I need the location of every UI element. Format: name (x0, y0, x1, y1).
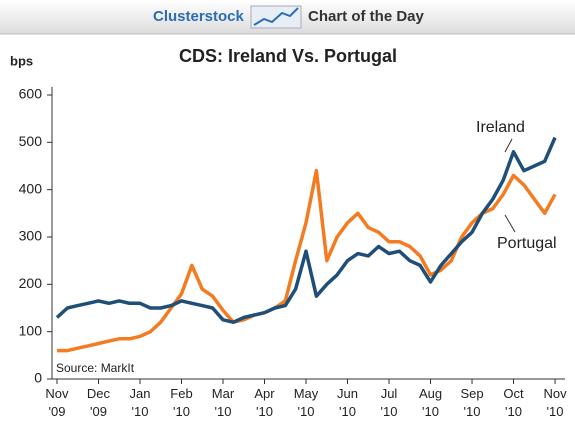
y-tick-label: 300 (19, 228, 43, 244)
x-tick-label: Jun '10 (337, 386, 358, 419)
annotation: Portugal (497, 235, 557, 252)
logo-icon (250, 5, 302, 29)
x-tick-label: Oct '10 (503, 386, 524, 419)
x-tick-label: Aug '10 (419, 386, 442, 419)
y-tick-label: 600 (19, 86, 43, 102)
x-tick-label: Nov '10 (543, 386, 567, 419)
x-tick-label: May '10 (294, 386, 319, 419)
chart-title: CDS: Ireland Vs. Portugal (179, 46, 397, 66)
y-tick-label: 200 (19, 275, 43, 291)
y-tick-label: 500 (19, 133, 43, 149)
source-note: Source: MarkIt (56, 361, 135, 375)
x-tick-label: Feb '10 (170, 386, 192, 419)
y-tick-label: 400 (19, 180, 43, 196)
x-tick-label: Nov '09 (45, 386, 69, 419)
y-tick-label: 0 (34, 370, 42, 386)
brand: Clusterstock (153, 8, 245, 25)
annotation-leader (504, 214, 516, 233)
x-tick-label: Dec '09 (87, 386, 111, 419)
tagline: Chart of the Day (308, 8, 425, 25)
series-line (55, 136, 557, 324)
annotation: Ireland (476, 119, 525, 136)
x-tick-label: Mar '10 (212, 386, 235, 419)
x-tick-label: Sep '10 (460, 386, 483, 419)
annotation-leader (504, 138, 513, 153)
y-axis-label: bps (10, 53, 33, 68)
x-tick-label: Jan '10 (130, 386, 151, 419)
x-tick-label: Jul '10 (381, 386, 398, 419)
x-tick-label: Apr '10 (254, 386, 275, 419)
y-tick-label: 100 (19, 322, 43, 338)
series-line (57, 168, 557, 353)
